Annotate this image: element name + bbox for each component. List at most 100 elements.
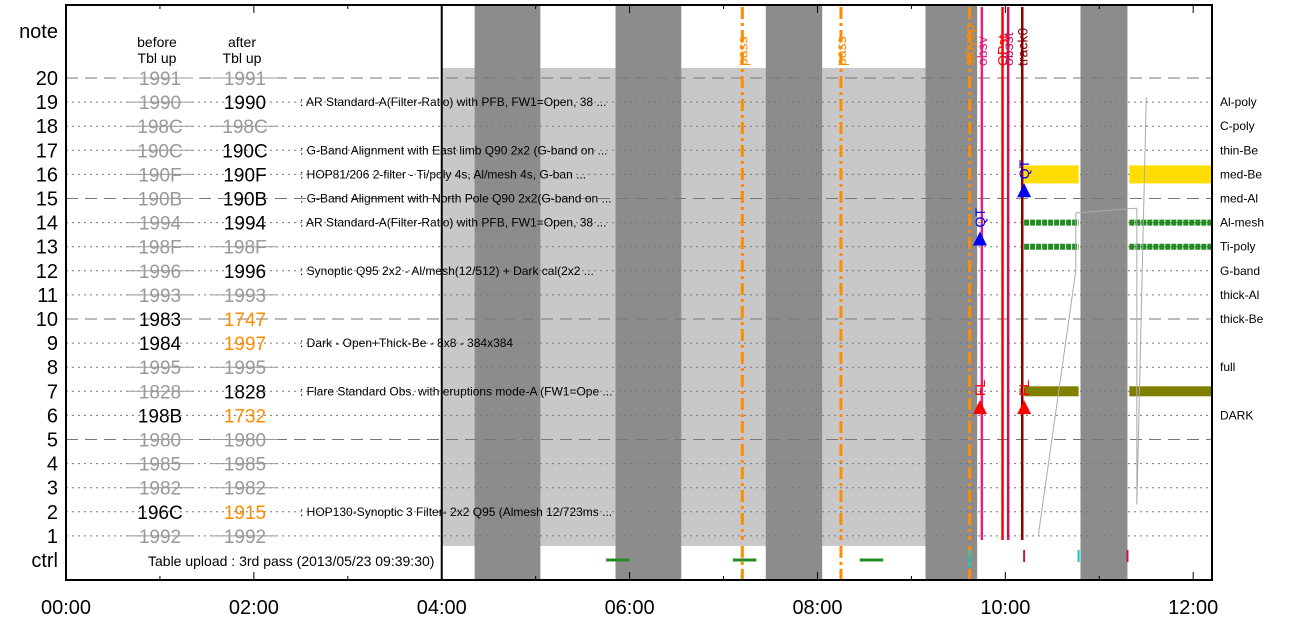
row-description: : Synoptic Q95 2x2 - Al/mesh(12/512) + D… [300,264,594,278]
before-program-id: 198B [138,406,182,427]
filter-label: thick-Be [1220,312,1264,326]
x-tick-label: 04:00 [417,597,467,619]
before-program-id: 1992 [139,527,181,548]
before-program-id: 1828 [139,382,181,403]
filter-label: C-poly [1220,119,1255,133]
plot-frame [65,4,1213,581]
row-note-label: 8 [47,357,58,379]
row-note-label: 5 [47,430,58,452]
filter-label: Ti-poly [1220,240,1256,254]
row-note-label: 3 [47,478,58,500]
before-program-id: 1985 [139,455,181,476]
row-note-label: 2 [47,502,58,524]
observation-bar [1129,165,1212,184]
row-note-label: 20 [36,68,58,90]
row-note-label: 7 [47,381,58,403]
before-program-id: 1996 [139,262,181,283]
marker-triangle-QT [972,231,987,246]
header-after-1: after [228,34,256,50]
row-note-label: 17 [36,140,58,162]
ctrl-text: Table upload : 3rd pass (2013/05/23 09:3… [148,553,434,569]
marker-triangle-FL [1017,400,1032,415]
ctrl-label: ctrl [31,550,58,572]
after-program-id: 1915 [224,503,266,524]
row-note-label: 18 [36,116,58,138]
x-tick-label: 02:00 [229,597,279,619]
marker-label-pass: pass [833,36,849,66]
before-program-id: 1984 [139,334,182,355]
row-description: : HOP81/206 2-filter - Ti/poly 4s, Al/me… [300,167,586,181]
after-program-id: 190F [223,165,266,186]
observation-bar [1024,165,1079,184]
before-program-id: 1982 [139,479,181,500]
before-program-id: 1991 [139,69,181,90]
x-tick-label: 00:00 [41,597,91,619]
after-program-id: 1732 [224,406,266,427]
marker-label-obsst: obsst [1000,32,1016,66]
marker-text-QT: QT [1016,159,1032,179]
row-note-label: 6 [47,405,58,427]
filter-label: G-band [1220,264,1260,278]
row-note-label: 12 [36,261,58,283]
gray-band [1080,5,1128,580]
before-program-id: 198C [137,117,182,138]
x-tick-label: 12:00 [1168,597,1218,619]
after-program-id: 1991 [224,69,266,90]
filter-label: thin-Be [1220,143,1258,157]
after-program-id: 1997 [224,334,266,355]
marker-label-OPst: OPst [995,35,1011,66]
row-note-label: 1 [47,526,58,548]
filter-label: med-Al [1220,192,1258,206]
filter-label: Al-mesh [1220,216,1264,230]
row-description: : HOP130-Synoptic 3 Filter- 2x2 Q95 (Alm… [300,505,612,519]
before-program-id: 198F [138,238,181,259]
observation-bar [1129,386,1212,397]
after-program-id: 190C [222,141,267,162]
observation-bar [1024,386,1079,397]
after-program-id: 1828 [224,382,266,403]
filter-label: thick-Al [1220,288,1259,302]
gray-band [615,5,682,580]
after-program-id: 198F [223,238,266,259]
pointing-trace [1037,97,1147,536]
before-program-id: 1983 [139,310,181,331]
row-note-label: 16 [36,164,58,186]
after-program-id: 1980 [224,431,266,452]
before-program-id: 1994 [139,214,182,235]
filter-label: Al-poly [1220,95,1257,109]
row-description: : AR Standard-A(Filter-Ratio) with PFB, … [300,216,606,230]
filter-label: med-Be [1220,167,1262,181]
after-program-id: 1747 [224,310,266,331]
marker-triangle-QT [1017,183,1032,198]
marker-text-FL: FL [1016,380,1032,397]
x-tick-label: 10:00 [980,597,1030,619]
before-program-id: 190B [138,190,182,211]
x-tick-label: 08:00 [792,597,842,619]
row-note-label: 10 [36,309,58,331]
after-program-id: 1994 [224,214,267,235]
row-description: : G-Band Alignment with North Pole Q90 2… [300,192,612,206]
after-program-id: 1995 [224,358,266,379]
row-note-label: 19 [36,92,58,114]
marker-label-obsv: obsv [974,36,990,66]
after-program-id: 190B [223,190,267,211]
marker-text-QT: QT [972,208,988,228]
marker-label-track0: track0 [1014,28,1030,66]
after-program-id: 1992 [224,527,266,548]
y-axis-title: note [19,21,58,43]
before-program-id: 1995 [139,358,181,379]
before-program-id: 1990 [139,93,181,114]
before-program-id: 196C [137,503,182,524]
row-description: : Flare Standard Obs. with eruptions mod… [300,384,612,398]
row-note-label: 11 [37,285,58,307]
after-program-id: 198C [222,117,267,138]
header-before-2: Tbl up [138,50,177,66]
row-description: : Dark - Open+Thick-Be - 8x8 - 384x384 [300,336,513,350]
after-program-id: 1993 [224,286,266,307]
row-note-label: 9 [47,333,58,355]
filter-label: full [1220,360,1235,374]
after-program-id: 1996 [224,262,266,283]
row-description: : G-Band Alignment with East limb Q90 2x… [300,143,607,157]
marker-label-stbyop: stbyop [962,25,978,66]
